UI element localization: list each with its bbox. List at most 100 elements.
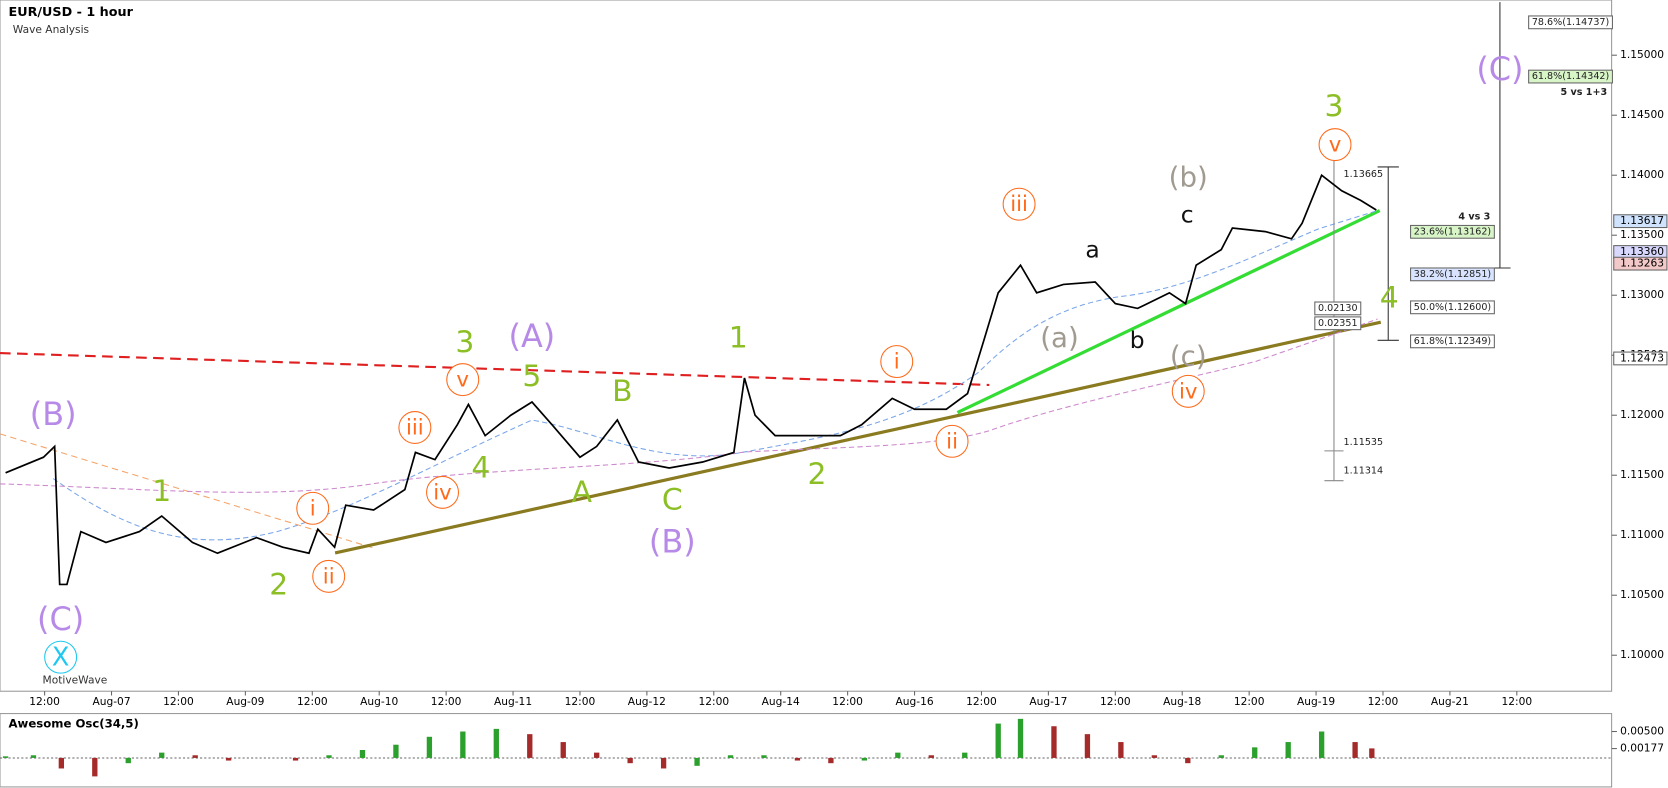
wave-circle [1002,187,1036,221]
x-tick-label: Aug-12 [628,695,666,708]
fib-box [1528,15,1613,30]
osc-bar [727,755,734,758]
osc-bar [493,728,499,758]
y-tick-label: 1.11000 [1620,528,1664,541]
osc-tick-label: 0.00500 [1620,725,1664,738]
osc-bar [1369,748,1375,758]
wave-label: (b) [1169,161,1208,194]
fib-label: 0.02130 [1318,303,1358,314]
fib-label: 1.11535 [1344,437,1384,448]
x-tick-label: Aug-21 [1431,695,1469,708]
osc-bar [359,749,366,758]
wave-label: ii [946,429,958,454]
osc-bar [1352,742,1358,758]
osc-bar [1218,755,1224,758]
x-tick-label: Aug-16 [895,695,933,708]
price-tag [1613,256,1668,271]
osc-bar [159,752,165,758]
trend-line [0,433,373,549]
wave-label: 1 [152,474,171,509]
price-tag-label: 1.13263 [1620,257,1664,270]
wave-label: (B) [30,395,77,433]
x-tick-label: Aug-18 [1163,695,1201,708]
osc-tick-label: 0.00177 [1620,742,1664,755]
wave-label: v [1329,133,1342,158]
osc-bar [962,752,968,758]
y-tick-label: 1.10000 [1620,648,1664,661]
x-tick-label: 12:00 [698,695,729,708]
x-tick-label: 12:00 [565,695,596,708]
osc-bar [1252,747,1258,758]
wave-label: v [456,368,469,393]
fib-label: 23.6%(1.13162) [1414,226,1491,237]
price-tag-label: 1.13617 [1620,214,1664,227]
plot-border [0,0,1613,692]
osc-bar [995,723,1001,758]
wave-label: 2 [269,567,288,602]
osc-bar [560,742,566,758]
x-tick-label: 12:00 [431,695,462,708]
osc-bar [393,744,399,758]
wave-label: 2 [808,457,827,492]
osc-bar [527,734,533,758]
fib-box [1314,316,1362,331]
price-line [5,173,1377,586]
fib-box [1410,334,1495,349]
osc-bar [1151,755,1158,758]
fib-label: 1.13665 [1344,169,1384,180]
y-tick-label: 1.13500 [1620,228,1664,241]
fib-label: 4 vs 3 [1458,211,1490,222]
osc-bar [828,757,834,764]
price-tag-label: 1.13360 [1620,245,1664,258]
wave-label: (c) [1170,339,1207,372]
wave-circle [426,475,460,509]
osc-bar [1017,718,1024,758]
x-tick-label: Aug-14 [762,695,800,708]
fib-label: 1.11314 [1344,466,1384,477]
chart-title: EUR/USD - 1 hour [9,5,134,20]
trend-line [334,320,1382,555]
wave-label: iii [1010,192,1028,217]
wave-label: iv [1179,379,1198,404]
trend-line [956,209,1381,415]
x-tick-label: 12:00 [1502,695,1533,708]
osc-bar [58,757,65,769]
osc-bar [1051,726,1057,758]
wave-label: (A) [509,317,556,355]
fib-label: 5 vs 1+3 [1561,87,1608,98]
wave-circle [312,559,346,593]
price-tag [1613,214,1668,229]
x-tick-label: Aug-17 [1029,695,1067,708]
y-tick-label: 1.15000 [1620,48,1664,61]
fib-label: 38.2%(1.12851) [1414,269,1491,280]
fib-box [1410,267,1495,282]
osc-bar [2,756,9,758]
x-tick-label: 12:00 [1234,695,1265,708]
fib-box [1410,300,1495,315]
fib-label: 0.02351 [1318,318,1358,329]
osc-bar [92,757,98,777]
wave-label: a [1085,235,1099,263]
x-tick-label: 12:00 [966,695,997,708]
wave-label: C [662,482,683,517]
wave-label: (a) [1040,321,1079,354]
price-tag-label: 1.12473 [1620,351,1664,364]
fib-label: 78.6%(1.14737) [1532,17,1609,28]
osc-bar [225,757,232,761]
osc-bar [1118,742,1124,758]
x-tick-label: Aug-07 [92,695,130,708]
osc-bar [1285,742,1291,758]
x-tick-label: 12:00 [29,695,60,708]
moving-average [52,210,1378,541]
wave-label: 4 [1380,280,1399,315]
osc-bar [861,757,868,761]
fib-label: 50.0%(1.12600) [1414,302,1491,313]
fib-box [1528,69,1613,84]
x-tick-label: 12:00 [1100,695,1131,708]
wave-label: B [612,374,632,409]
osc-bar [192,755,198,758]
wave-circle [44,640,78,674]
osc-bar [761,755,767,758]
chart-subtitle: Wave Analysis [13,23,90,36]
x-tick-label: Aug-10 [360,695,398,708]
